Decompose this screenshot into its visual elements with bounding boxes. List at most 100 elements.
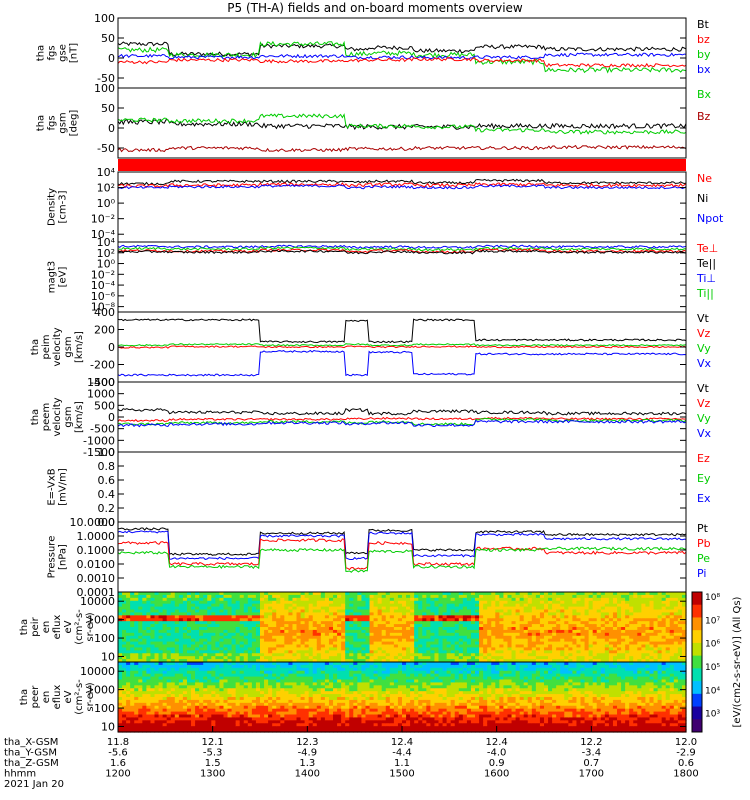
y-axis-label: Pressure	[47, 536, 58, 579]
peim_velocity-series-red	[117, 345, 687, 349]
x-tick-label: 0.9	[489, 758, 505, 769]
panel-frame	[117, 381, 687, 453]
y-tick-label: 10⁻⁴	[91, 279, 116, 292]
y-tick-label: 1000	[87, 388, 115, 401]
temperature-series-black	[117, 249, 687, 255]
y-tick-label: 1000	[87, 684, 115, 697]
legend-entry: bx	[697, 63, 711, 76]
y-axis-label: tha	[19, 619, 30, 635]
y-tick-label: 1000	[87, 614, 115, 627]
y-tick-label: 10⁻²	[91, 268, 115, 281]
y-tick-label: 200	[94, 324, 115, 337]
legend-entry: Bt	[697, 18, 710, 31]
peim_velocity-series-blue	[117, 349, 687, 377]
y-tick-label: 10⁻⁴	[91, 228, 116, 241]
colorbar-tick-label: 10⁴	[705, 686, 720, 696]
status-bar	[118, 159, 686, 171]
y-tick-label: 10000	[80, 665, 115, 678]
panel-frame	[117, 87, 687, 159]
x-tick-label: 12.4	[486, 737, 508, 748]
y-axis-label: gsm	[63, 406, 74, 427]
legend-entry: Ey	[697, 472, 711, 485]
colorbar-label: [eV/(cm2-s-sr-eV)] (All Qs)	[732, 596, 743, 727]
legend-entry: Pe	[697, 552, 710, 565]
y-tick-label: -1000	[83, 434, 115, 447]
x-tick-label: -4.0	[487, 748, 507, 759]
y-axis-label: tha	[30, 339, 41, 355]
y-tick-label: 0.0001	[77, 586, 116, 599]
x-tick-label: 1500	[389, 769, 414, 780]
y-tick-label: 10.0000	[70, 516, 116, 529]
x-tick-label: -4.4	[392, 748, 412, 759]
y-tick-label: 10⁴	[97, 236, 116, 249]
x-tick-label: 1.3	[299, 758, 315, 769]
y-tick-label: 0	[108, 411, 115, 424]
legend-entry: Vt	[697, 382, 710, 395]
legend-entry: Vy	[697, 412, 711, 425]
pressure-series-green	[117, 546, 687, 573]
panel-peir_eflux: 10000 1000 100 10 tha peir en eflux eV (cm²-s-sr-…	[19, 591, 687, 663]
y-tick-label: 0	[108, 341, 115, 354]
legend-entry: Pi	[697, 567, 706, 580]
y-tick-label: 1.0	[98, 446, 116, 459]
x-tick-label: 0.7	[583, 758, 599, 769]
y-tick-label: 10	[101, 720, 115, 733]
y-tick-label: 100	[94, 632, 115, 645]
y-tick-label: 10⁰	[97, 258, 116, 271]
colorbar-tick-label: 10³	[705, 710, 720, 720]
x-tick-label: 1200	[105, 769, 130, 780]
density-series-blue	[117, 184, 687, 190]
pressure-series-red	[117, 538, 687, 571]
y-axis-label: eflux	[52, 685, 63, 710]
y-axis-label: tha	[30, 409, 41, 425]
peem_velocity-series-blue	[117, 419, 687, 428]
y-axis-label: [km/s]	[74, 401, 85, 433]
chart-title: P5 (TH-A) fields and on-board moments ov…	[227, 1, 523, 15]
y-tick-label: 10	[101, 650, 115, 663]
pressure-series-blue	[117, 530, 687, 561]
panel-fgs_gse: 100 50 0 -50 tha fgs gse [nT] Bt bz by bx	[36, 12, 711, 89]
legend-entry: Vt	[697, 312, 710, 325]
y-tick-label: -50	[97, 72, 115, 85]
legend-entry: by	[697, 48, 711, 61]
pressure-series-black	[117, 527, 687, 556]
legend-entry: Ti||	[696, 287, 714, 300]
legend-entry: Te||	[696, 257, 716, 270]
y-axis-label: tha	[36, 45, 47, 61]
y-axis-label: [nT]	[69, 43, 80, 63]
y-tick-label: 50	[101, 32, 115, 45]
legend-entry: Pt	[697, 522, 709, 535]
legend-entry: Bz	[697, 110, 711, 123]
legend-entry: Vy	[697, 342, 711, 355]
x-tick-label: 1800	[673, 769, 698, 780]
legend-entry: bz	[697, 33, 710, 46]
y-axis-label: peim	[41, 334, 52, 359]
peim_velocity-series-green	[117, 343, 687, 347]
y-axis-label: peem	[41, 403, 52, 431]
y-axis-label: velocity	[52, 397, 63, 436]
y-axis-label: en	[41, 691, 52, 704]
colorbar-tick-label: 10⁷	[705, 616, 720, 626]
fgs_gse-series-black	[117, 41, 687, 57]
y-tick-label: -500	[90, 423, 115, 436]
y-axis-label: fgs	[47, 45, 58, 60]
x-tick-label: 12.4	[391, 737, 413, 748]
y-tick-label: 10⁰	[97, 197, 116, 210]
y-tick-label: 10⁻⁶	[91, 290, 116, 303]
y-axis-label: en	[41, 621, 52, 634]
legend-entry: Ez	[697, 452, 710, 465]
colorbar-tick-label: 10⁶	[705, 640, 720, 650]
fgs_gsm-series-darkred	[117, 144, 687, 153]
legend-entry: Ni	[697, 192, 708, 205]
legend-entry: Vz	[697, 327, 711, 340]
fgs_gse-series-red	[117, 56, 687, 68]
y-axis-label: peer	[30, 685, 41, 709]
y-tick-label: 400	[94, 306, 115, 319]
temperature-series-green	[117, 246, 687, 252]
y-axis-label: fgs	[47, 115, 58, 130]
x-axis: tha_X-GSM 11.8 12.1 12.3 12.4 12.4 12.2 12.0 tha…	[4, 726, 699, 790]
y-axis-label: sr-eV)	[85, 682, 96, 711]
legend-entry: Npot	[697, 212, 724, 225]
y-tick-label: 1500	[87, 376, 115, 389]
